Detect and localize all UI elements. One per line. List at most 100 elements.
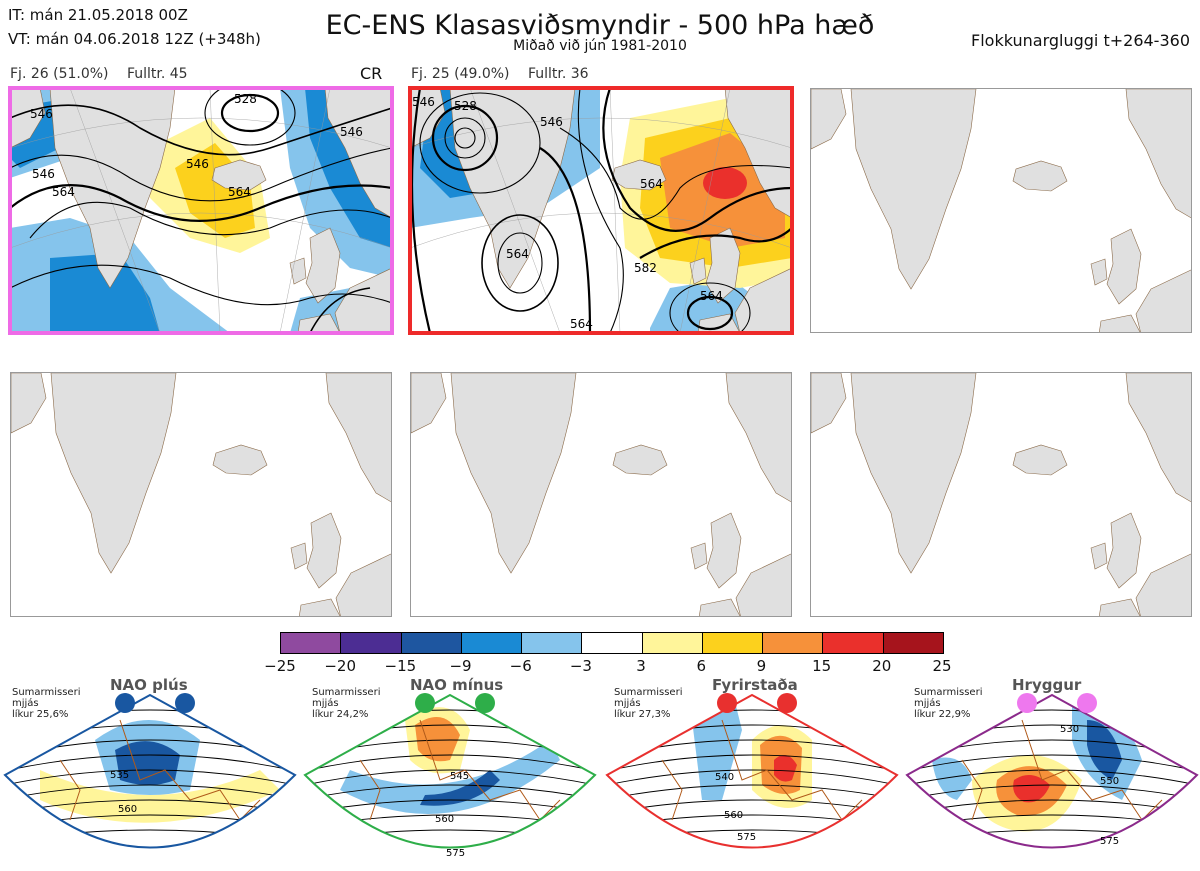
panel-2-label: Fj. 25 (49.0%) Fulltr. 36 xyxy=(411,66,603,82)
regime-contour-label: 550 xyxy=(1100,776,1119,787)
regime-contour-label: 560 xyxy=(435,814,454,825)
regime-dot xyxy=(777,693,797,713)
colorbar-tick-label: −9 xyxy=(449,657,472,675)
regime-contour-label: 560 xyxy=(118,804,137,815)
regime-dot xyxy=(415,693,435,713)
cluster-panel-4 xyxy=(10,372,392,617)
regime-dot xyxy=(1017,693,1037,713)
regime-info-line: mjjás xyxy=(914,698,941,709)
page-subtitle: Miðað við jún 1981-2010 xyxy=(513,38,687,54)
colorbar-swatch xyxy=(341,633,402,653)
regime-dot xyxy=(175,693,195,713)
cluster-panel-5 xyxy=(410,372,792,617)
regime-contour-label: 545 xyxy=(450,771,469,782)
regime-contour-label: 575 xyxy=(1100,836,1119,847)
regime-info-line: líkur 24,2% xyxy=(312,709,369,720)
colorbar-tick-label: 3 xyxy=(636,657,646,675)
colorbar-swatch xyxy=(702,633,764,653)
regime-dot xyxy=(475,693,495,713)
colorbar-tick-label: 9 xyxy=(756,657,767,675)
contour-label: 546 xyxy=(340,125,363,139)
contour-label: 564 xyxy=(640,177,663,191)
contour-label: 528 xyxy=(454,99,477,113)
regime-frame xyxy=(303,693,597,849)
colorbar-tick-label: 20 xyxy=(872,657,892,675)
regime-info: Sumarmisseri mjjás líkur 27,3% xyxy=(614,687,682,720)
regime-info-line: Sumarmisseri xyxy=(614,687,683,698)
contour-label: 546 xyxy=(540,115,563,129)
colorbar-tick-label: −3 xyxy=(569,657,592,675)
panel-2-count: Fj. 25 (49.0%) xyxy=(411,66,510,82)
classification-window: Flokkunargluggi t+264-360 xyxy=(971,31,1190,50)
contour-label: 564 xyxy=(228,185,251,199)
regime-info-line: líkur 25,6% xyxy=(12,709,69,720)
colorbar-swatch xyxy=(763,633,824,653)
colorbar-tick-label: −25 xyxy=(264,657,296,675)
contour-label: 564 xyxy=(52,185,75,199)
colorbar-swatch xyxy=(883,633,943,653)
colorbar-swatch xyxy=(642,633,703,653)
regime-contour-label: 530 xyxy=(1060,724,1079,735)
regime-info-line: Sumarmisseri xyxy=(312,687,381,698)
colorbar-swatch xyxy=(401,633,462,653)
regime-contour-label: 575 xyxy=(446,848,465,859)
colorbar-tick-label: 6 xyxy=(696,657,707,675)
panel-1-label: Fj. 26 (51.0%) Fulltr. 45 xyxy=(10,66,202,82)
colorbar-tick-label: −20 xyxy=(324,657,356,675)
cluster-panel-1: 546 528 546 546 564 564 546 xyxy=(10,88,392,333)
colorbar xyxy=(280,632,944,654)
regime-name: NAO plús xyxy=(110,676,188,694)
contour-label: 546 xyxy=(186,157,209,171)
regime-info: Sumarmisseri mjjás líkur 24,2% xyxy=(312,687,380,720)
cluster-panel-3 xyxy=(810,88,1192,333)
contour-label: 564 xyxy=(700,289,723,303)
regime-info-line: mjjás xyxy=(12,698,39,709)
regime-map: 540 560 575 xyxy=(605,693,899,849)
contour-label: 546 xyxy=(412,95,435,109)
colorbar-tick-label: −15 xyxy=(384,657,417,675)
regime-name: NAO mínus xyxy=(410,676,504,694)
regime-info-line: Sumarmisseri xyxy=(12,687,81,698)
contour-label: 564 xyxy=(570,317,593,331)
contour-label: 582 xyxy=(634,261,657,275)
regime-dot xyxy=(115,693,135,713)
regime-dot xyxy=(717,693,737,713)
regime-map: 530 550 575 xyxy=(905,693,1199,849)
panel-1-count: Fj. 26 (51.0%) xyxy=(10,66,109,82)
regime-frame xyxy=(3,693,297,849)
regime-info-line: mjjás xyxy=(614,698,641,709)
initial-time: IT: mán 21.05.2018 00Z xyxy=(8,6,188,24)
page-title: EC-ENS Klasasviðsmyndir - 500 hPa hæð xyxy=(325,10,875,41)
colorbar-tick-label: 15 xyxy=(812,657,832,675)
panel-2-representative: Fulltr. 36 xyxy=(527,66,589,82)
regime-contour-label: 535 xyxy=(110,770,129,781)
regime-info-line: líkur 27,3% xyxy=(614,709,671,720)
regime-contour-label: 575 xyxy=(737,832,756,843)
colorbar-swatch xyxy=(461,633,523,653)
regime-info-line: Sumarmisseri xyxy=(914,687,983,698)
regime-frame xyxy=(605,693,899,849)
panel-1-tag: CR xyxy=(360,64,383,83)
regime-name: Hryggur xyxy=(1012,676,1082,694)
regime-contour-label: 560 xyxy=(724,810,743,821)
colorbar-tick-label: −6 xyxy=(509,657,532,675)
cluster-panel-2: 546 528 546 564 582 564 564 564 xyxy=(410,88,792,333)
valid-time: VT: mán 04.06.2018 12Z (+348h) xyxy=(8,30,261,48)
colorbar-swatch xyxy=(582,633,643,653)
regime-name: Fyrirstaða xyxy=(712,676,798,694)
contour-label: 546 xyxy=(30,107,53,121)
contour-label: 528 xyxy=(234,92,257,106)
regime-info: Sumarmisseri mjjás líkur 22,9% xyxy=(914,687,982,720)
colorbar-tick-label: 25 xyxy=(932,657,952,675)
colorbar-swatch xyxy=(522,633,583,653)
panel-1-representative: Fulltr. 45 xyxy=(126,66,188,82)
regime-frame xyxy=(905,693,1199,849)
contour-label: 546 xyxy=(32,167,55,181)
regime-map: 545 560 575 xyxy=(303,693,597,859)
colorbar-swatch xyxy=(823,633,884,653)
regime-info-line: líkur 22,9% xyxy=(914,709,971,720)
contour-label: 564 xyxy=(506,247,529,261)
regime-dot xyxy=(1077,693,1097,713)
colorbar-swatch xyxy=(281,633,342,653)
regime-contour-label: 540 xyxy=(715,772,734,783)
